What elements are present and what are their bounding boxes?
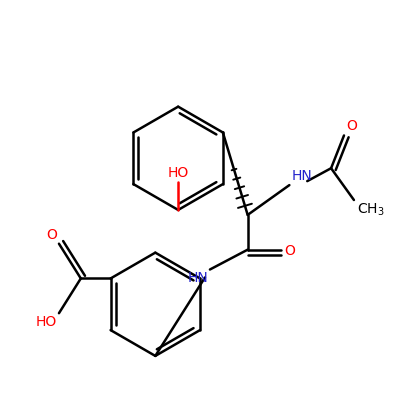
Text: HN: HN bbox=[187, 272, 208, 286]
Text: HO: HO bbox=[168, 166, 189, 180]
Text: CH$_3$: CH$_3$ bbox=[357, 202, 384, 218]
Text: HN: HN bbox=[291, 169, 312, 183]
Text: O: O bbox=[284, 244, 295, 258]
Text: HO: HO bbox=[36, 315, 57, 329]
Text: O: O bbox=[46, 228, 57, 242]
Text: O: O bbox=[346, 120, 357, 134]
